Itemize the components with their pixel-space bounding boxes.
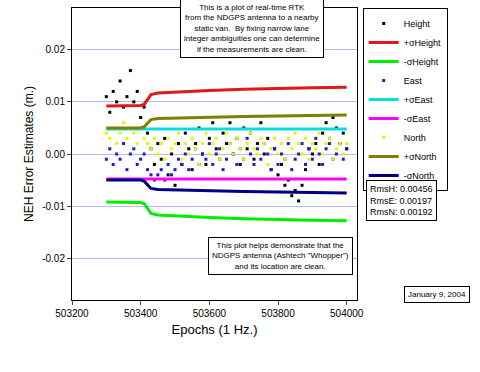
svg-text:This is a plot of real-time RT: This is a plot of real-time RTKfrom the … [184, 3, 320, 54]
svg-text:-σHeight: -σHeight [404, 57, 439, 67]
svg-text:Height: Height [404, 19, 431, 29]
svg-text:-0.02: -0.02 [42, 253, 65, 264]
svg-text:East: East [404, 76, 423, 86]
svg-text:0.02: 0.02 [46, 44, 66, 55]
svg-text:503600: 503600 [193, 308, 227, 319]
svg-text:0.00: 0.00 [46, 149, 66, 160]
svg-text:-0.01: -0.01 [42, 201, 65, 212]
svg-text:January 9, 2004: January 9, 2004 [408, 290, 466, 299]
svg-text:504000: 504000 [330, 308, 364, 319]
svg-text:-σNorth: -σNorth [404, 171, 435, 181]
svg-text:+σEast: +σEast [404, 95, 433, 105]
svg-text:503400: 503400 [124, 308, 158, 319]
svg-text:+σNorth: +σNorth [404, 152, 437, 162]
svg-text:RmsH: 0.00456RmsE: 0.00197RmsN: RmsH: 0.00456RmsE: 0.00197RmsN: 0.00192 [370, 184, 433, 217]
svg-text:-σEast: -σEast [404, 114, 431, 124]
svg-text:0.01: 0.01 [46, 96, 66, 107]
svg-text:NEH Error Estimates (m.): NEH Error Estimates (m.) [22, 86, 36, 222]
svg-text:503200: 503200 [55, 308, 89, 319]
svg-text:This plot helps demonstrate th: This plot helps demonstrate that theNDGP… [212, 241, 349, 271]
svg-text:+σHeight: +σHeight [404, 38, 441, 48]
svg-text:Epochs (1 Hz.): Epochs (1 Hz.) [172, 322, 258, 337]
svg-text:503800: 503800 [261, 308, 295, 319]
svg-text:North: North [404, 133, 426, 143]
